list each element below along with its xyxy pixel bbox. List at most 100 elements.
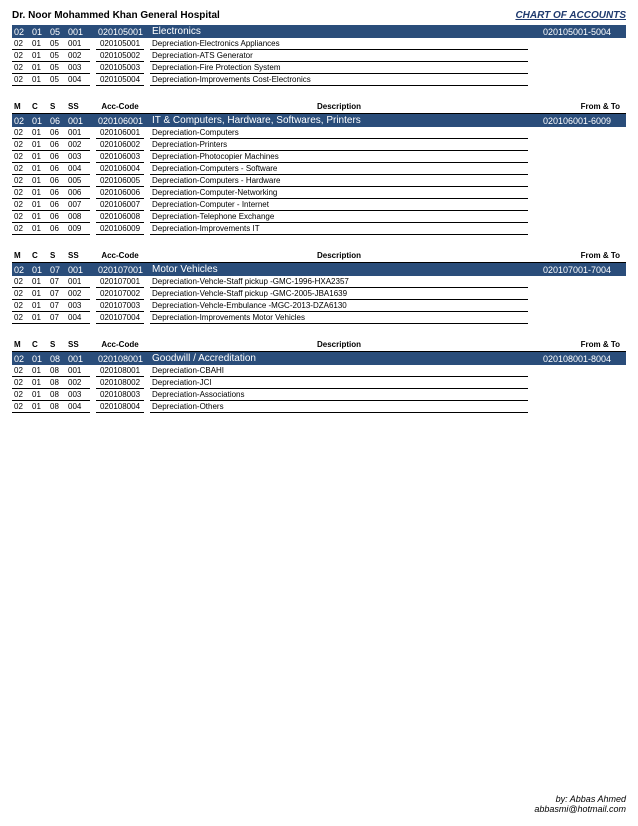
cell-m: 02 [12,139,30,151]
cell-s: 07 [48,288,66,300]
cell-ss: 002 [66,288,90,300]
cell-c: 01 [30,187,48,199]
cell-c: 01 [30,401,48,413]
cell-acc: 020106008 [96,211,144,223]
head-c: 01 [30,25,48,38]
column-header-row: MCSSSAcc-CodeDescriptionFrom & To [12,338,626,352]
cell-m: 02 [12,175,30,187]
cell-m: 02 [12,74,30,86]
cell-desc: Depreciation-Improvements IT [150,223,528,235]
cell-acc: 020107003 [96,300,144,312]
cell-ft [528,276,626,288]
cell-ft [528,377,626,389]
cell-c: 01 [30,300,48,312]
cell-acc: 020107004 [96,312,144,324]
cell-ft [528,163,626,175]
section-range: 020107001-7004 [528,263,626,277]
cell-acc: 020108002 [96,377,144,389]
cell-ss: 003 [66,389,90,401]
col-ss: SS [66,249,90,263]
cell-ss: 002 [66,50,90,62]
section-header-row: 020106001020106001IT & Computers, Hardwa… [12,114,626,128]
account-row: 020108001020108001Depreciation-CBAHI [12,365,626,377]
col-desc: Description [150,100,528,114]
section-range: 020108001-8004 [528,352,626,366]
cell-m: 02 [12,312,30,324]
cell-acc: 020106001 [96,127,144,139]
cell-ft [528,175,626,187]
cell-c: 01 [30,377,48,389]
cell-c: 01 [30,38,48,50]
cell-desc: Depreciation-Vehcle-Staff pickup -GMC-20… [150,288,528,300]
chart-of-accounts-link[interactable]: CHART OF ACCOUNTS [515,10,626,21]
head-s: 06 [48,114,66,128]
account-row: 020106001020106001Depreciation-Computers [12,127,626,139]
head-c: 01 [30,352,48,366]
footer-email: abbasmi@hotmail.com [534,804,626,814]
account-table: MCSSSAcc-CodeDescriptionFrom & To0201070… [12,249,626,324]
account-row: 020106002020106002Depreciation-Printers [12,139,626,151]
cell-ft [528,300,626,312]
cell-m: 02 [12,50,30,62]
cell-m: 02 [12,365,30,377]
col-m: M [12,338,30,352]
col-m: M [12,100,30,114]
col-acc: Acc-Code [96,338,144,352]
cell-ft [528,62,626,74]
head-m: 02 [12,25,30,38]
cell-acc: 020106002 [96,139,144,151]
cell-desc: Depreciation-CBAHI [150,365,528,377]
cell-desc: Depreciation-JCI [150,377,528,389]
cell-ft [528,38,626,50]
head-acc: 020106001 [96,114,144,128]
cell-ss: 002 [66,139,90,151]
cell-m: 02 [12,223,30,235]
account-row: 020107002020107002Depreciation-Vehcle-St… [12,288,626,300]
account-row: 020105004020105004Depreciation-Improveme… [12,74,626,86]
account-table: 020105001020105001Electronics020105001-5… [12,25,626,86]
head-ss: 001 [66,114,90,128]
account-row: 020105003020105003Depreciation-Fire Prot… [12,62,626,74]
col-ss: SS [66,100,90,114]
cell-desc: Depreciation-Associations [150,389,528,401]
cell-acc: 020108001 [96,365,144,377]
cell-acc: 020108004 [96,401,144,413]
account-section: MCSSSAcc-CodeDescriptionFrom & To0201060… [12,100,626,235]
cell-desc: Depreciation-Others [150,401,528,413]
cell-desc: Depreciation-Computers [150,127,528,139]
cell-s: 07 [48,300,66,312]
col-s: S [48,100,66,114]
cell-s: 08 [48,401,66,413]
cell-s: 06 [48,199,66,211]
cell-m: 02 [12,163,30,175]
account-row: 020106007020106007Depreciation-Computer … [12,199,626,211]
cell-s: 05 [48,38,66,50]
col-c: C [30,249,48,263]
cell-desc: Depreciation-Computer-Networking [150,187,528,199]
cell-acc: 020105001 [96,38,144,50]
cell-c: 01 [30,365,48,377]
col-s: S [48,338,66,352]
cell-c: 01 [30,288,48,300]
account-row: 020106008020106008Depreciation-Telephone… [12,211,626,223]
cell-acc: 020106004 [96,163,144,175]
head-acc: 020108001 [96,352,144,366]
cell-m: 02 [12,401,30,413]
cell-s: 05 [48,50,66,62]
col-fromto: From & To [528,100,626,114]
cell-s: 06 [48,139,66,151]
head-m: 02 [12,352,30,366]
cell-s: 06 [48,163,66,175]
section-header-row: 020107001020107001Motor Vehicles02010700… [12,263,626,277]
cell-ft [528,312,626,324]
cell-m: 02 [12,211,30,223]
cell-desc: Depreciation-Improvements Motor Vehicles [150,312,528,324]
account-row: 020108003020108003Depreciation-Associati… [12,389,626,401]
cell-acc: 020108003 [96,389,144,401]
cell-c: 01 [30,199,48,211]
col-desc: Description [150,338,528,352]
cell-m: 02 [12,199,30,211]
cell-c: 01 [30,74,48,86]
col-c: C [30,338,48,352]
cell-ss: 003 [66,300,90,312]
